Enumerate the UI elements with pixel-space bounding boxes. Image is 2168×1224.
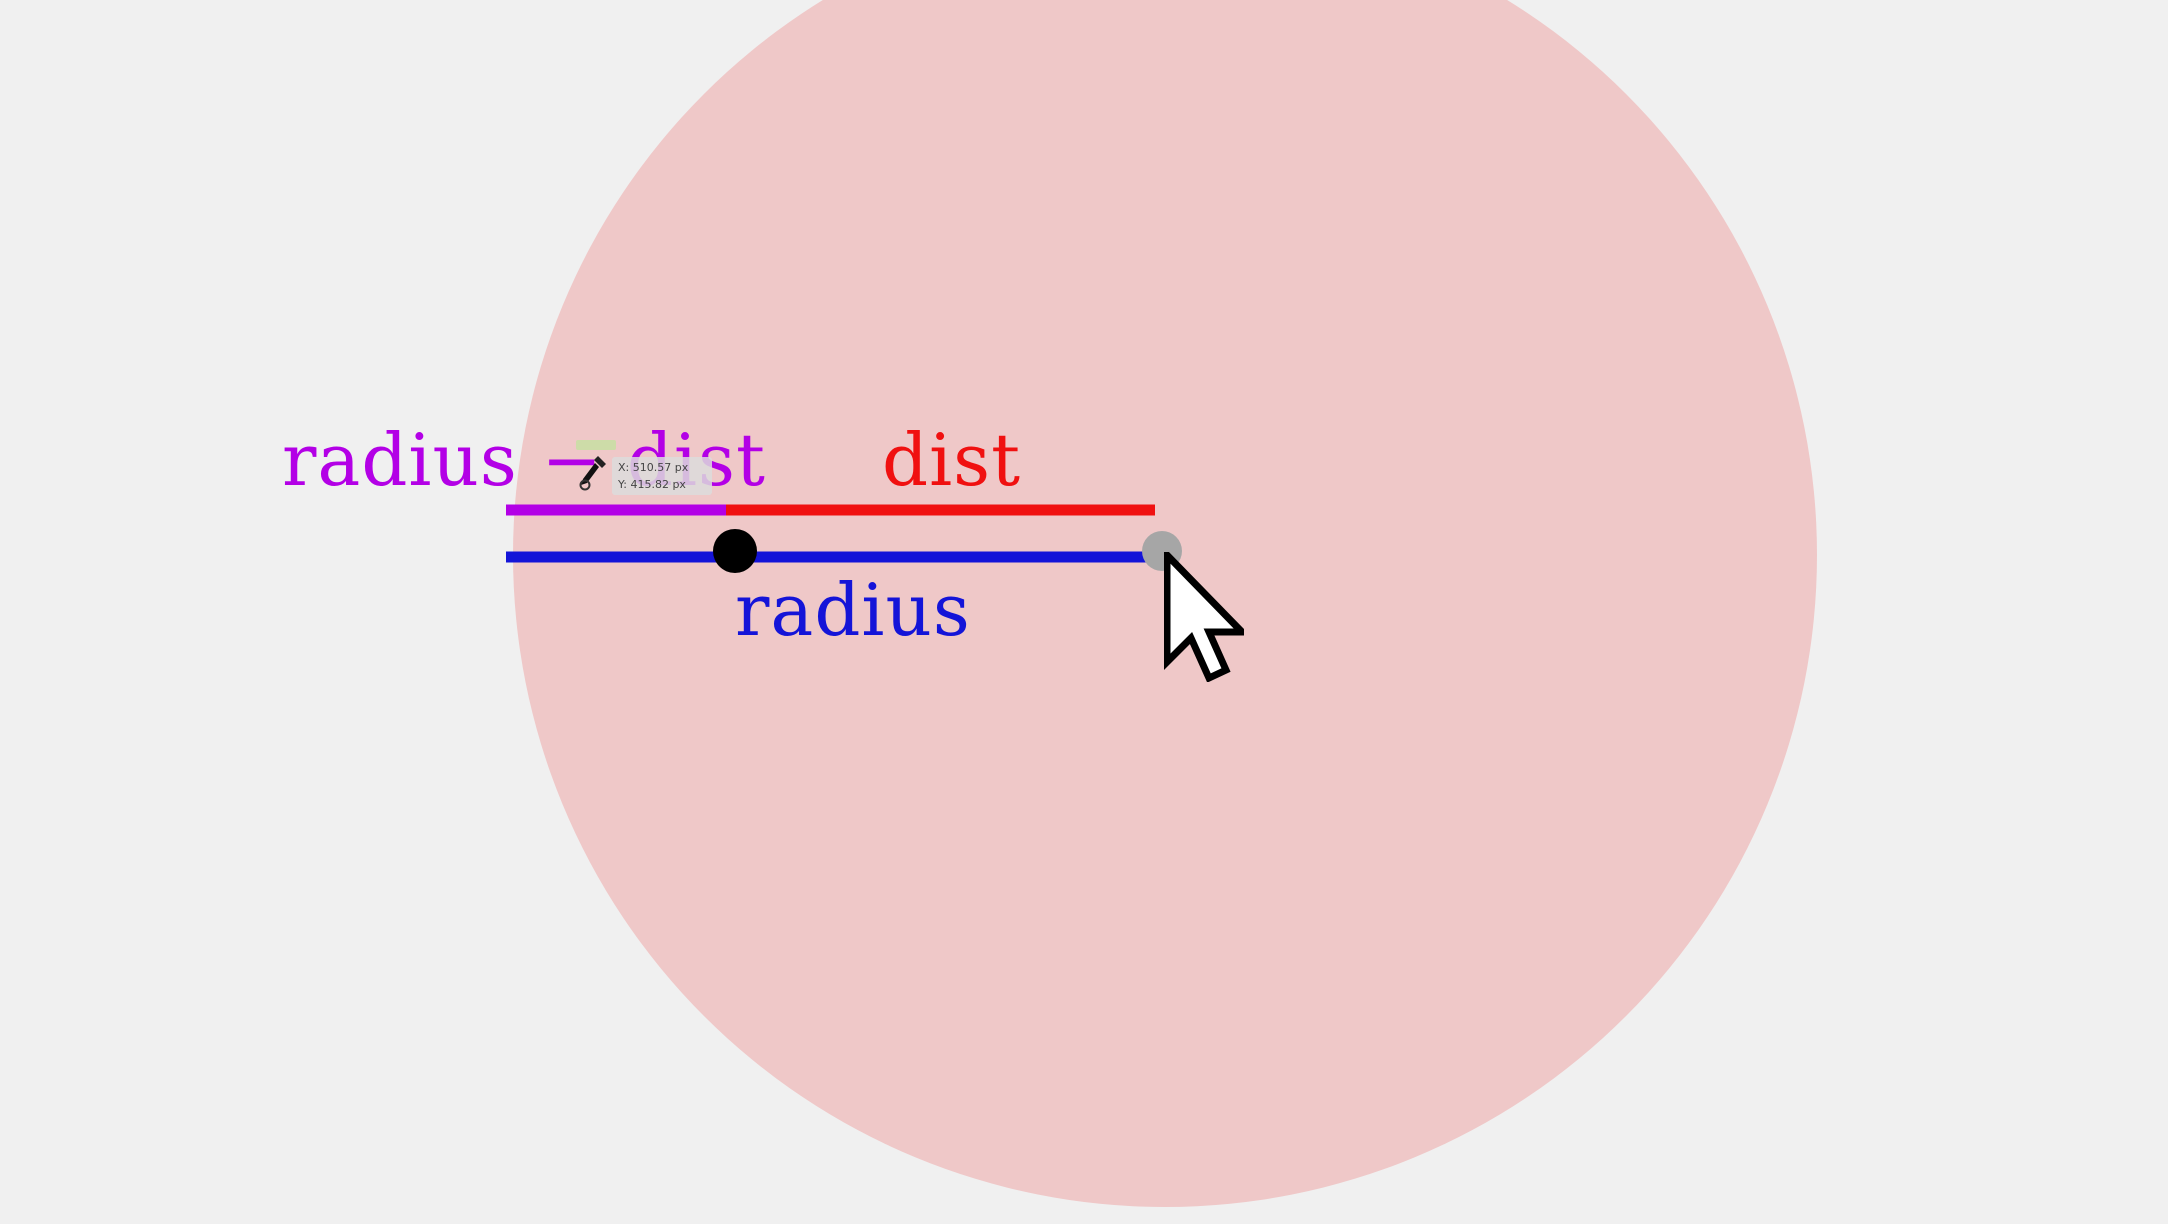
dist-label: dist — [882, 418, 1021, 502]
center-point[interactable] — [713, 529, 757, 573]
y-coordinate-readout: Y: 415.82 px — [618, 478, 686, 491]
radius-label: radius — [735, 568, 971, 652]
mouse-cursor-icon — [1164, 552, 1244, 682]
coordinate-tooltip: X: 510.57 px Y: 415.82 px — [612, 457, 712, 495]
eyedropper-badge — [576, 440, 616, 450]
eyedropper-icon — [579, 456, 606, 491]
x-coordinate-readout: X: 510.57 px — [618, 461, 689, 474]
